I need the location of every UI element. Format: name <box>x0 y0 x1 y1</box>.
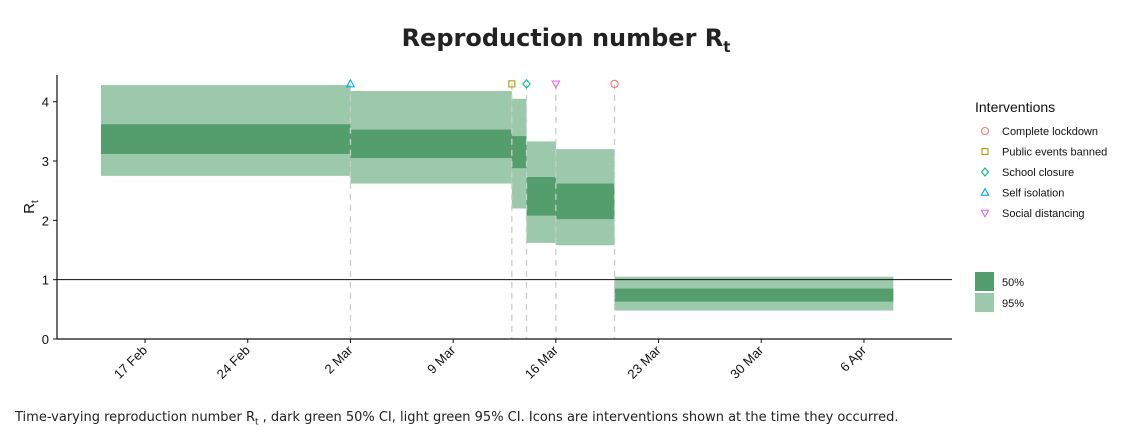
figure-caption: Time-varying reproduction number Rt , da… <box>15 410 899 428</box>
ci50-band-0 <box>101 124 351 154</box>
rt-chart: Reproduction number Rt 0 1 2 3 4 17 Feb 24 Feb… <box>21 24 1107 382</box>
x-tick-label-4: 16 Mar <box>522 342 562 382</box>
ci50-band-3 <box>526 177 556 216</box>
x-tick-label-5: 23 Mar <box>624 342 664 382</box>
legend-label-ci50: 50% <box>1002 277 1024 289</box>
legend-swatch-ci50 <box>975 272 994 291</box>
x-tick-label-7: 6 Apr <box>837 342 870 375</box>
legend-title: Interventions <box>975 99 1055 115</box>
legend-item-self-isolation: Self isolation <box>1002 188 1064 200</box>
chart-title: Reproduction number Rt <box>402 24 731 56</box>
ci50-band-1 <box>350 129 512 159</box>
legend-item-social-distancing: Social distancing <box>1002 208 1085 220</box>
legend-label-ci95: 95% <box>1002 298 1024 310</box>
intervention-markers <box>345 78 619 89</box>
legend: Interventions Complete lockdown Public ev… <box>975 99 1107 312</box>
y-tick-label-0: 0 <box>42 332 49 347</box>
x-tick-label-3: 9 Mar <box>424 342 459 377</box>
ci50-band-4 <box>555 183 615 220</box>
y-tick-label-1: 1 <box>42 273 49 288</box>
x-tick-label-6: 30 Mar <box>727 342 767 382</box>
intervention-marker-public-events-banned <box>508 80 516 88</box>
intervention-marker-school-closure <box>522 78 531 89</box>
legend-marker-self-isolation <box>980 187 990 196</box>
legend-item-school-closure: School closure <box>1002 167 1074 179</box>
ci50-band-2 <box>511 136 527 169</box>
legend-marker-social-distancing <box>980 209 990 218</box>
legend-item-public-events-banned: Public events banned <box>1002 147 1107 159</box>
ci50-bands <box>101 124 894 302</box>
plot-area <box>57 78 952 339</box>
intervention-marker-social-distancing <box>551 80 561 89</box>
ci95-bands <box>101 85 894 311</box>
ci50-band-5 <box>614 288 894 302</box>
x-tick-label-1: 24 Feb <box>214 343 253 382</box>
y-tick-label-2: 2 <box>42 213 49 228</box>
x-tick-label-2: 2 Mar <box>321 342 356 377</box>
y-tick-label-4: 4 <box>42 95 49 110</box>
y-axis-label: Rt <box>21 200 41 214</box>
legend-marker-school-closure <box>980 167 990 177</box>
legend-item-complete-lockdown: Complete lockdown <box>1002 126 1098 138</box>
intervention-marker-self-isolation <box>345 78 356 88</box>
x-tick-label-0: 17 Feb <box>111 343 150 382</box>
legend-swatch-ci95 <box>975 293 994 312</box>
intervention-marker-complete-lockdown <box>610 79 619 89</box>
legend-marker-public-events-banned <box>981 147 989 156</box>
intervention-lines <box>349 83 616 339</box>
legend-marker-complete-lockdown <box>980 126 990 136</box>
y-tick-label-3: 3 <box>42 154 49 169</box>
